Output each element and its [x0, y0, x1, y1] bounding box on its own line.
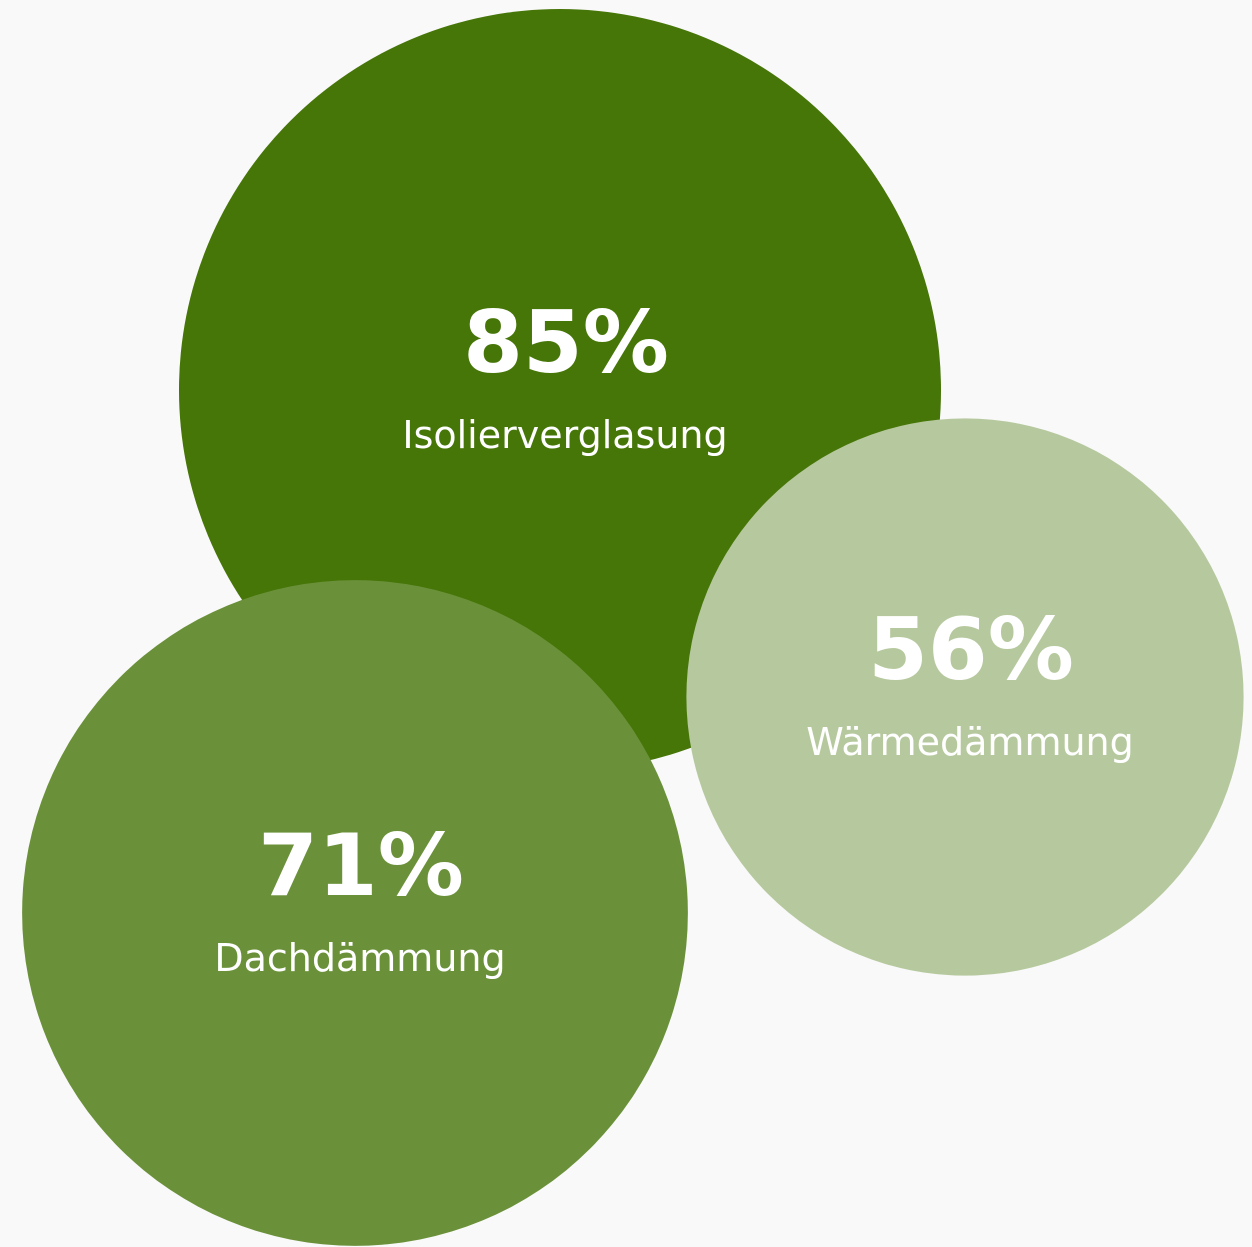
category-label: Wärmedämmung [806, 720, 1134, 764]
bubble [22, 580, 688, 1246]
bubble [686, 418, 1244, 976]
value-label: 85% [463, 293, 669, 393]
category-label: Isolierverglasung [402, 413, 727, 457]
category-label: Dachdämmung [214, 936, 505, 980]
value-label: 71% [258, 816, 464, 916]
value-label: 56% [868, 600, 1074, 700]
